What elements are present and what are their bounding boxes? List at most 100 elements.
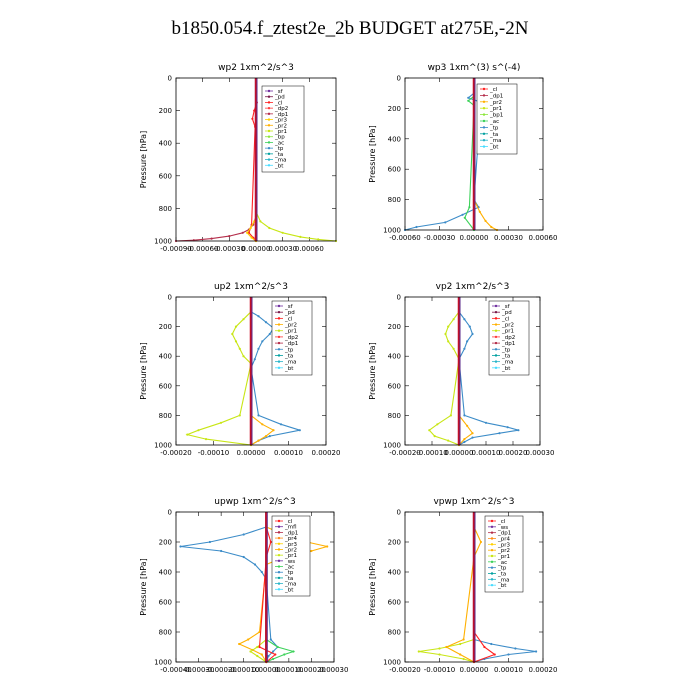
series-point [535, 650, 538, 653]
legend-marker [490, 537, 494, 540]
y-tick-label: 800 [388, 629, 401, 637]
x-tick-label: 0.00000 [237, 449, 266, 457]
y-tick-label: 1000 [383, 659, 401, 667]
y-tick-label: 1000 [154, 238, 172, 246]
series-point [197, 429, 200, 432]
x-tick-label: -0.00020 [205, 666, 236, 674]
legend-entry: _pr1 [274, 129, 287, 135]
x-tick-label: -0.00020 [389, 449, 420, 457]
legend-entry: _pr3 [274, 118, 288, 124]
series-point [462, 657, 465, 661]
x-tick-label: -0.00020 [160, 449, 191, 457]
series-point [220, 549, 223, 553]
legend: _sf_pd_cl_dp2_dp1_pr3_pr2_pr1_bp_ac_tp_t… [261, 85, 305, 173]
y-axis-label: Pressure [hPa] [139, 131, 148, 188]
legend: _sf_pd_cl_pr2_pr1_dp2_dp1_tp_ta_ma_bt [271, 300, 313, 376]
legend-marker [277, 542, 281, 545]
legend-marker [277, 304, 281, 308]
series-point [272, 657, 275, 661]
series-point [249, 226, 252, 230]
legend-marker [482, 100, 486, 104]
series-point [466, 424, 469, 427]
series-point [463, 438, 466, 441]
series-point [269, 638, 272, 641]
series-line-pr1 [255, 211, 337, 242]
y-axis-label: Pressure [hPa] [139, 558, 148, 615]
legend-entry: _pr1 [497, 554, 510, 560]
series-point [257, 315, 260, 318]
panel-1: wp2 1xm^2/s^3 Pressure [hPa] 0 200 400 600 800… [139, 63, 338, 253]
legend-entry: _bp [274, 135, 285, 141]
legend-marker [490, 531, 494, 534]
series-point [478, 210, 481, 213]
legend-marker [267, 95, 271, 98]
legend-entry: _bt [284, 587, 294, 593]
y-tick-label: 800 [388, 412, 401, 420]
legend-marker [267, 112, 271, 116]
legend-marker [267, 124, 271, 127]
legend-marker [490, 566, 494, 569]
series-point [484, 421, 488, 424]
series-point [261, 423, 264, 426]
legend-entry: _pr1 [489, 106, 502, 112]
series-point [490, 642, 493, 646]
y-tick-label: 600 [159, 382, 172, 390]
legend-marker [482, 107, 486, 110]
series-point [242, 355, 245, 358]
legend-entry: _dp2 [284, 335, 298, 341]
legend-marker [267, 152, 271, 156]
y-tick-label: 200 [388, 539, 401, 547]
series-point [283, 653, 286, 656]
legend-entry: _ac [284, 565, 294, 571]
legend-marker [490, 578, 494, 581]
legend-entry: _cl [274, 100, 283, 106]
series-point [268, 435, 271, 438]
y-tick-label: 800 [159, 205, 172, 213]
legend-entry: _tp [284, 347, 294, 353]
legend-marker [494, 317, 498, 320]
x-tick-label: 0.00030 [320, 666, 349, 674]
figure-title: b1850.054.f_ztest2e_2b BUDGET at275E,-2N [171, 18, 529, 39]
y-axis-label: Pressure [hPa] [368, 342, 377, 399]
legend-marker [494, 335, 498, 339]
legend-marker [490, 572, 494, 575]
legend-marker [494, 323, 498, 326]
legend-entry: _ta [489, 132, 498, 138]
legend-marker [267, 89, 271, 93]
legend-entry: _pd [284, 310, 295, 316]
legend-entry: _pr2 [497, 548, 510, 554]
y-tick-label: 200 [159, 107, 172, 115]
x-tick-label: -0.00060 [389, 234, 420, 242]
legend-marker [277, 366, 281, 370]
legend-entry: _dp1 [501, 341, 515, 347]
x-tick-label: -0.00010 [424, 666, 455, 674]
series-line-pr2 [445, 526, 482, 663]
x-tick-label: -0.00010 [198, 449, 229, 457]
x-tick-label: 0.00000 [460, 666, 489, 674]
legend-marker [494, 341, 498, 345]
legend-marker [267, 158, 271, 161]
legend-entry: _sf [284, 304, 294, 310]
series-point [228, 235, 231, 238]
series-point [461, 213, 464, 216]
legend-entry: _ws [284, 559, 295, 565]
legend-entry: _tp [274, 146, 284, 152]
legend-marker [277, 582, 281, 585]
series-point [251, 117, 254, 120]
legend-entry: _cl [501, 316, 510, 322]
legend-marker [277, 348, 281, 351]
legend: _cl_dp1_pr2_pr1_bp1_ac_tp_ta_ma_bt [476, 83, 518, 155]
series-point [249, 650, 252, 653]
series-point [257, 439, 260, 442]
y-tick-label: 800 [159, 629, 172, 637]
legend-entry: _pr2 [501, 323, 514, 329]
series-point [241, 231, 244, 234]
legend: _cl_mfl_dp1_pr4_pr3_pr2_pr1_ws_ac_tp_ta_… [271, 515, 311, 597]
series-point [274, 653, 277, 656]
y-tick-label: 0 [168, 509, 172, 517]
series-point [257, 347, 260, 350]
y-tick-label: 600 [159, 599, 172, 607]
y-tick-label: 400 [388, 135, 401, 143]
series-point [417, 650, 420, 653]
series-point [467, 99, 470, 102]
